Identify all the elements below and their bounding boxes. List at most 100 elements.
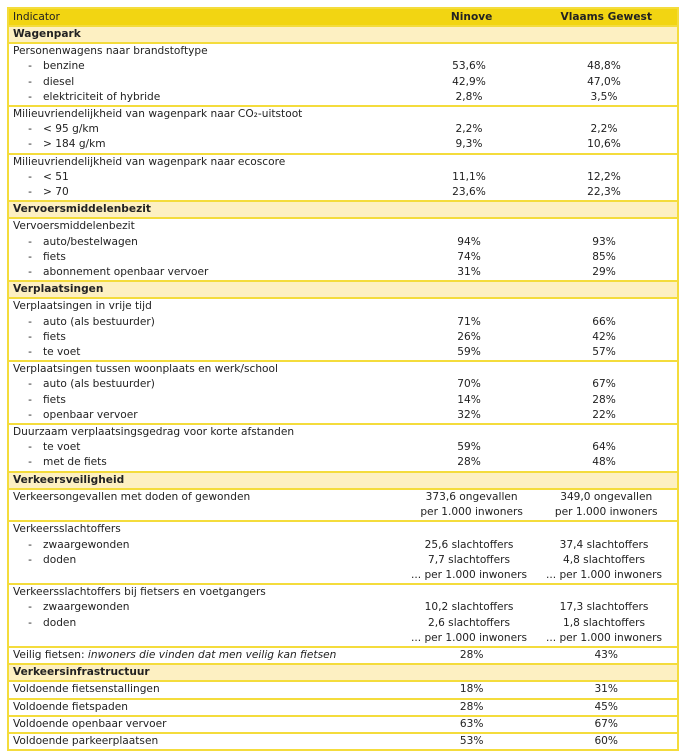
header-ninove: Ninove	[450, 11, 493, 23]
vlaams-gewest-value: 43%	[535, 648, 677, 663]
ninove-value: 373,6 ongevallen per 1.000 inwoners	[408, 490, 536, 520]
row-label: - openbaar vervoer	[9, 408, 405, 423]
group-title-text: Voldoende openbaar vervoer	[13, 717, 167, 730]
row-group: Verkeersslachtoffers bij fietsers en voe…	[9, 583, 677, 646]
value-line: 31%	[594, 683, 618, 696]
group-title-row: Veilig fietsen: inwoners die vinden dat …	[9, 648, 677, 663]
value-line: 43%	[594, 648, 618, 661]
vlaams-gewest-value: 47,0%	[533, 75, 675, 90]
value-line: 93%	[592, 235, 616, 248]
vlaams-gewest-value	[535, 44, 677, 59]
row-label: - < 51	[9, 170, 405, 185]
row-label-text: zwaargewonden	[43, 538, 130, 551]
vlaams-gewest-value: 64%	[533, 440, 675, 455]
group-title-text: Verkeersslachtoffers	[13, 523, 121, 536]
group-title-text: Milieuvriendelijkheid van wagenpark naar…	[13, 155, 286, 168]
row-label-text: > 184 g/km	[43, 138, 106, 151]
row-label-text: auto (als bestuurder)	[43, 378, 155, 391]
table-row: - benzine 53,6% 48,8%	[9, 59, 677, 74]
value-line: per 1.000 inwoners	[420, 506, 523, 519]
row-label: - fiets	[9, 393, 405, 408]
group-title-text: Voldoende fietspaden	[13, 700, 128, 713]
row-group: Verplaatsingen in vrije tijd - auto (als b…	[9, 297, 677, 360]
value-line: ... per 1.000 inwoners	[545, 568, 663, 581]
value-line: 2,8%	[455, 90, 483, 103]
table-row: - doden 7,7 slachtoffers ... per 1.000 inwo…	[9, 553, 677, 583]
row-label: - te voet	[9, 440, 405, 455]
group-title: Verplaatsingen tussen woonplaats en werk…	[9, 362, 408, 377]
value-line: ... per 1.000 inwoners	[410, 568, 528, 581]
bullet-dash: -	[28, 441, 32, 454]
group-title-text: Voldoende parkeerplaatsen	[13, 734, 159, 747]
value-line: 29%	[592, 266, 616, 279]
row-label-text: openbaar vervoer	[43, 408, 138, 421]
section-title: Verplaatsingen	[13, 283, 104, 296]
table-row: - zwaargewonden 10,2 slachtoffers 17,3 slac…	[9, 600, 677, 615]
vlaams-gewest-value: 57%	[533, 345, 675, 360]
row-label-text: fiets	[43, 330, 66, 343]
bullet-dash: -	[28, 186, 32, 199]
value-line: 53,6%	[452, 60, 486, 73]
vlaams-gewest-value: 2,2%	[533, 122, 675, 137]
group-title-italic: inwoners die vinden dat men veilig kan f…	[87, 648, 337, 661]
value-line: 42%	[592, 330, 616, 343]
vlaams-gewest-value: 17,3 slachtoffers	[533, 600, 675, 615]
table-row: - doden 2,6 slachtoffers ... per 1.000 inwo…	[9, 616, 677, 646]
row-group: Duurzaam verplaatsingsgedrag voor korte …	[9, 423, 677, 471]
row-label: - met de fiets	[9, 455, 405, 470]
vlaams-gewest-value: 67%	[533, 377, 675, 392]
group-title: Voldoende fietsenstallingen	[9, 682, 408, 697]
ninove-value: 14%	[405, 393, 533, 408]
ninove-value: 2,2%	[405, 122, 533, 137]
value-line: 9,3%	[455, 138, 483, 151]
value-line: 31%	[457, 266, 481, 279]
group-title: Voldoende parkeerplaatsen	[9, 734, 408, 749]
row-group: Milieuvriendelijkheid van wagenpark naar…	[9, 152, 677, 201]
bullet-dash: -	[28, 266, 32, 279]
vlaams-gewest-value: 60%	[535, 734, 677, 749]
row-label: - elektriciteit of hybride	[9, 90, 405, 105]
group-title-text: Voldoende fietsenstallingen	[13, 683, 160, 696]
table-row: - zwaargewonden 25,6 slachtoffers 37,4 slac…	[9, 538, 677, 553]
ninove-value: 32%	[405, 408, 533, 423]
bullet-dash: -	[28, 378, 32, 391]
group-title: Verkeersongevallen met doden of gewonden	[9, 490, 408, 520]
section-header: Vervoersmiddelenbezit	[9, 200, 677, 218]
row-label: - abonnement openbaar vervoer	[9, 265, 405, 280]
ninove-value: 28%	[405, 455, 533, 470]
group-title-text: Verkeersslachtoffers bij fietsers en voe…	[13, 586, 266, 599]
bullet-dash: -	[28, 170, 32, 183]
table-row: - auto (als bestuurder) 71% 66%	[9, 315, 677, 330]
ninove-value	[408, 299, 536, 314]
value-line: 17,3 slachtoffers	[559, 601, 649, 614]
value-line: 3,5%	[590, 90, 618, 103]
ninove-value: 59%	[405, 440, 533, 455]
row-group: Veilig fietsen: inwoners die vinden dat …	[9, 645, 677, 663]
table-row: - fiets 74% 85%	[9, 250, 677, 265]
vlaams-gewest-value: 1,8 slachtoffers ... per 1.000 inwoners	[533, 616, 675, 646]
row-label: - te voet	[9, 345, 405, 360]
row-label-text: auto (als bestuurder)	[43, 315, 155, 328]
vlaams-gewest-value: 66%	[533, 315, 675, 330]
value-line: 60%	[594, 734, 618, 747]
row-group: Voldoende parkeerplaatsen 53% 60%	[9, 731, 677, 749]
row-group: Voldoende openbaar vervoer 63% 67%	[9, 714, 677, 732]
value-line: 22,3%	[587, 186, 621, 199]
value-line: 10,6%	[587, 138, 621, 151]
bullet-dash: -	[28, 60, 32, 73]
row-label: - zwaargewonden	[9, 538, 405, 553]
ninove-value: 94%	[405, 235, 533, 250]
bullet-dash: -	[28, 250, 32, 263]
row-label-text: < 51	[43, 170, 69, 183]
value-line: 28%	[592, 393, 616, 406]
value-line: 94%	[457, 235, 481, 248]
row-label-text: abonnement openbaar vervoer	[43, 266, 209, 279]
section-header: Wagenpark	[9, 25, 677, 43]
value-line: 59%	[457, 441, 481, 454]
group-title-row: Milieuvriendelijkheid van wagenpark naar…	[9, 155, 677, 170]
row-group: Verkeersslachtoffers - zwaargewonden 25,6 s…	[9, 520, 677, 583]
group-title: Milieuvriendelijkheid van wagenpark naar…	[9, 155, 408, 170]
ninove-value: 71%	[405, 315, 533, 330]
value-line: 25,6 slachtoffers	[424, 538, 514, 551]
ninove-value: 28%	[408, 700, 536, 715]
